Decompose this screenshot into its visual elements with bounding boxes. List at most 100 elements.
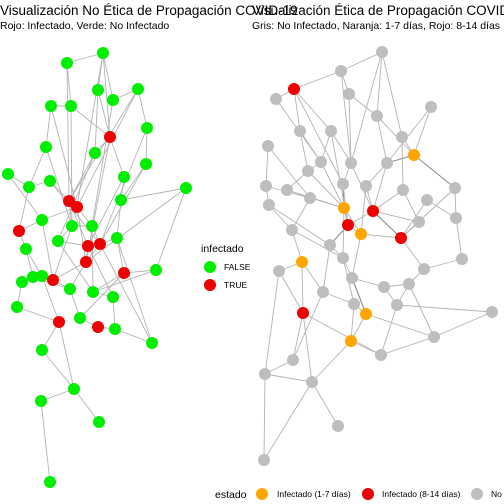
left-network-node: [141, 122, 153, 134]
left-network-edge: [18, 186, 30, 232]
left-legend: infectado FALSE TRUE: [201, 243, 251, 291]
left-network-node: [40, 141, 52, 153]
left-network-edge: [97, 89, 111, 138]
right-network-node: [287, 354, 299, 366]
right-network-node: [270, 93, 282, 105]
left-network-edge: [40, 400, 51, 483]
left-network-edge: [91, 225, 94, 293]
right-network-edge: [263, 381, 313, 461]
left-network-edge: [41, 349, 75, 390]
right-network-node: [360, 308, 372, 320]
left-network-edge: [70, 105, 111, 138]
right-network-edge: [264, 373, 313, 383]
right-network-node: [302, 165, 314, 177]
left-network-node: [74, 312, 86, 324]
right-network-edge: [322, 244, 331, 293]
right-panel-subtitle: Gris: No Infectado, Naranja: 1-7 días, R…: [252, 20, 500, 32]
left-network-node: [11, 301, 23, 313]
right-network-edge: [340, 70, 352, 164]
left-network-edge: [120, 163, 147, 201]
left-network-edge: [99, 127, 148, 245]
right-network-edge: [380, 304, 398, 356]
right-network-node: [297, 307, 309, 319]
right-network-node: [345, 157, 357, 169]
left-network-node: [61, 57, 73, 69]
left-network-edge: [68, 88, 139, 202]
left-network-edge: [114, 328, 153, 344]
right-network-node: [258, 454, 270, 466]
right-network-node: [306, 376, 318, 388]
left-network-edge: [41, 275, 60, 323]
left-network-node: [86, 220, 98, 232]
right-network-node: [260, 180, 272, 192]
right-legend-key-1-7: [256, 488, 268, 500]
left-network-node: [36, 214, 48, 226]
right-network-node: [335, 65, 347, 77]
left-network-edge: [57, 152, 96, 242]
right-network-node: [376, 46, 388, 58]
left-network-edge: [94, 89, 99, 154]
left-network-edge: [109, 136, 125, 178]
left-network-node: [82, 240, 94, 252]
right-network-edge: [292, 312, 304, 361]
right-network-node: [296, 256, 308, 268]
left-network-node: [146, 337, 158, 349]
right-network-edge: [311, 340, 352, 383]
right-network-edge: [342, 207, 345, 259]
left-network-node: [107, 94, 119, 106]
right-network-node: [317, 286, 329, 298]
left-network-node: [44, 175, 56, 187]
right-network-node: [486, 306, 498, 318]
right-network-node: [281, 184, 293, 196]
right-network-edge: [311, 381, 339, 427]
right-network-node: [378, 281, 390, 293]
left-network-node: [53, 316, 65, 328]
left-network-edge: [52, 261, 87, 281]
right-network-node: [425, 101, 437, 113]
left-network-node: [92, 84, 104, 96]
right-network-node: [304, 192, 316, 204]
left-network-edge: [45, 105, 52, 148]
right-network-edge: [360, 233, 402, 239]
right-network-edge: [291, 229, 344, 259]
left-panel-title: Visualización No Ética de Propagación CO…: [0, 3, 298, 18]
right-network-edge: [381, 51, 403, 138]
left-network-edge: [85, 187, 187, 263]
right-network-edge: [350, 303, 355, 342]
left-network-edge: [120, 187, 187, 201]
left-network-node: [115, 194, 127, 206]
right-network-edge: [278, 270, 304, 314]
right-network-node: [450, 212, 462, 224]
right-network-edge: [265, 145, 269, 187]
right-network-node: [367, 205, 379, 217]
right-network-node: [286, 224, 298, 236]
left-network-node: [104, 131, 116, 143]
left-network-edge: [87, 176, 125, 247]
left-network-edge: [58, 321, 75, 390]
right-network-node: [428, 331, 440, 343]
right-network-node: [403, 278, 415, 290]
left-network-edge: [16, 306, 60, 323]
right-legend-key-8-14: [362, 488, 374, 500]
left-network-edge: [137, 88, 148, 129]
right-network-node: [396, 131, 408, 143]
right-network-edge: [372, 162, 388, 212]
left-network-node: [140, 158, 152, 170]
right-network-node: [342, 219, 354, 231]
right-network-edge: [372, 189, 404, 212]
left-network-node: [2, 168, 14, 180]
right-legend-title: estado: [215, 489, 247, 501]
right-network-edge: [380, 336, 435, 356]
right-network-edge: [293, 88, 332, 132]
left-network-node: [65, 100, 77, 112]
left-network-node: [111, 232, 123, 244]
right-network-edge: [413, 154, 456, 189]
right-legend-label-none: No Infectado: [491, 489, 504, 499]
right-network-node: [338, 202, 350, 214]
left-network-node: [132, 83, 144, 95]
right-panel-title: Visualización Ética de Propagación COVID…: [252, 3, 504, 18]
left-network-edge: [66, 62, 72, 107]
left-legend-label-true: TRUE: [224, 280, 247, 290]
right-network-node: [346, 272, 358, 284]
